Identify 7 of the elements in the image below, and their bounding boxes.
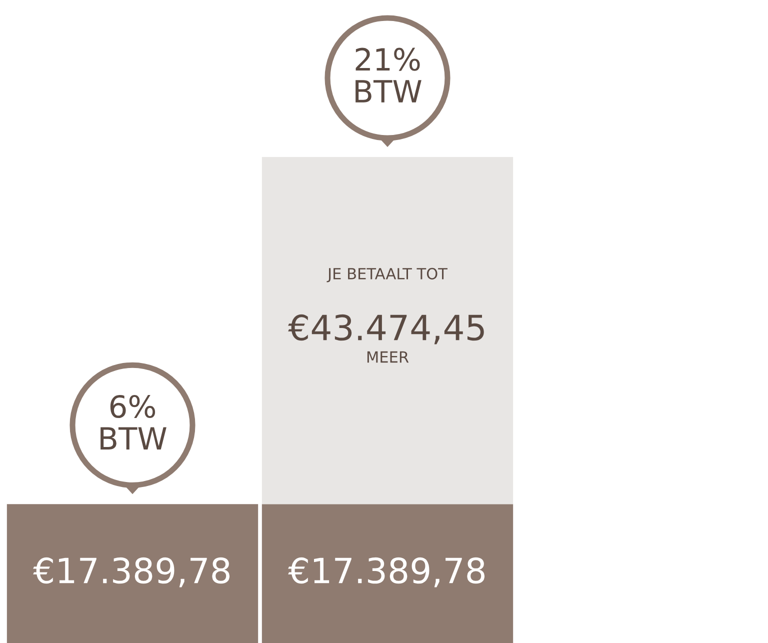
- data-label: €17.389,78: [33, 557, 230, 588]
- annotation: MEER: [367, 351, 409, 363]
- data-label: €43.474,45: [288, 314, 484, 344]
- text: 21% BTW: [356, 48, 422, 102]
- annotation: 6% BTW: [100, 394, 166, 450]
- annotation: JE BETAALT TOT: [326, 268, 448, 282]
- data-label: €17.389,78: [288, 557, 485, 588]
